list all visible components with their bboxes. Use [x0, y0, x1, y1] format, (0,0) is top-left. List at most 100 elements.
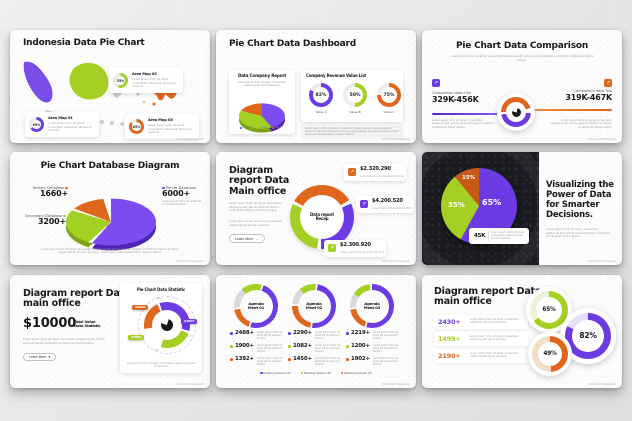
slide-footer: Pie Chart Diagram	[382, 258, 410, 263]
primer-database-stat: Primer Database 6000+ Lorem ipsum dolor …	[162, 186, 206, 207]
ring-percent: 35%	[154, 349, 160, 352]
stat-value: 2190+	[438, 351, 461, 360]
stat-value: 3200+	[38, 217, 66, 226]
stat-value: 1660+	[40, 189, 68, 198]
slide-footer: Pie Chart Diagram	[588, 136, 616, 141]
slide-title: Diagram report Data main office	[23, 288, 131, 310]
area-map-03-donut: 85%	[129, 119, 144, 134]
slide-agenda-meet[interactable]: Agenda Meet 01 Agenda Meet 02 Agenda Mee…	[216, 275, 416, 388]
slide-visualizing-power-of-data[interactable]: 65% 35% 15% 45K Lorem ipsum dolor sit am…	[422, 152, 622, 265]
stat-label: Secondary Database	[12, 214, 66, 218]
ring-percent: 40%	[186, 335, 192, 338]
placeholder-text: Lorem ipsum dolor sit amet, consectetur …	[470, 351, 519, 358]
area-map-03-callout: 85% Area Map 03 Lorem ipsum dolor sit am…	[125, 114, 199, 139]
value-tag-orange: $2000	[132, 305, 149, 310]
comparison-left-label: Comparison data One	[432, 91, 472, 95]
slide-diagram-report-main-office[interactable]: Diagram report Data Main office Lorem ip…	[216, 152, 416, 265]
map-kalimantan	[69, 62, 109, 100]
total-value: $10000	[23, 316, 77, 331]
placeholder-text: Lorem ipsum dolor sit amet, consectetur …	[305, 127, 399, 137]
area-map-01-donut: 65%	[29, 117, 44, 132]
donut-value: 65%	[32, 122, 41, 127]
placeholder-text: Lorem ipsum dolor sit amet, consectetur …	[546, 228, 611, 238]
donut-value: 49%	[543, 350, 557, 357]
placeholder-text: Lorem ipsum dolor sit amet, consectetur …	[550, 119, 612, 129]
agenda-donut-01: Agenda Meet 01	[234, 284, 278, 328]
donut-value: 82%	[579, 330, 597, 340]
arrow-up-right-icon: ↗	[432, 79, 440, 87]
arrow-up-right-icon: ↗	[604, 79, 612, 87]
area-map-01-callout: 65% Area Map 01 Lorem ipsum dolor sit am…	[25, 112, 99, 137]
slide-title: Pie Chart Data Comparison	[455, 41, 589, 51]
donut-label: Value A	[315, 110, 327, 114]
slide-pie-chart-database-diagram[interactable]: Pie Chart Database Diagram Tertiary Data…	[10, 152, 210, 265]
placeholder-text: Lorem ipsum dolor sit amet, consectetur …	[41, 248, 179, 255]
slide-diagram-report-donut-trio[interactable]: Diagram report Data main office 2430+ Lo…	[422, 275, 622, 388]
donut-label: Value B	[349, 110, 361, 114]
comparison-center-ring	[497, 93, 535, 131]
stat-row: 2430+ Lorem ipsum dolor sit amet, consec…	[434, 315, 528, 329]
stat-value: $2.320.290	[360, 166, 391, 172]
statistic-donut	[144, 302, 190, 348]
divider	[488, 231, 489, 241]
pie-label-purple: 65%	[482, 198, 502, 207]
agenda-donut-02: Agenda Meet 02	[292, 284, 336, 328]
slide-diagram-report-statistic[interactable]: Diagram report Data main office $10000 T…	[10, 275, 210, 388]
donut-center-label: Agenda Meet 03	[363, 300, 381, 310]
donut-center-label: Agenda Meet 01	[247, 300, 265, 310]
comparison-left-value: 329K-456K	[432, 95, 479, 104]
stat-value: 6000+	[162, 189, 190, 198]
meeting-session-legend: Meeting Session 01 Meeting Session 02 Me…	[216, 371, 416, 375]
pie-label-green: 35%	[448, 201, 465, 209]
callout-value: 45K	[474, 233, 486, 239]
arrow-up-right-icon: ↗	[348, 168, 356, 176]
placeholder-text: Lorem ipsum dolor sit amet, consectetur …	[229, 220, 282, 227]
value-b-donut: 50%	[343, 83, 367, 107]
slide-pie-chart-data-comparison[interactable]: Pie Chart Data Comparison Lorem ipsum do…	[422, 30, 622, 143]
area-map-02-callout: 55% Area Map 02 Lorem ipsum dolor sit am…	[109, 68, 183, 93]
pie-legend: Value A Value B Value C	[229, 126, 295, 129]
callout-label: Area Map 03	[148, 117, 173, 122]
placeholder-text: Lorem ipsum dolor sit amet, consectetur …	[470, 334, 519, 341]
donut-value: 85%	[132, 124, 141, 129]
placeholder-text: Lorem ipsum dolor sit amet elit do eiusm…	[360, 174, 404, 178]
pie-chart-icon	[511, 107, 521, 117]
placeholder-text: Lorem ipsum dolor sit amet, consectetur …	[148, 124, 192, 134]
slide-footer: Pie Chart Diagram	[176, 381, 204, 386]
map-sumatra	[23, 61, 53, 103]
donut-center-label: Data report Recap	[309, 211, 334, 221]
ring-percent: 25%	[156, 297, 162, 300]
stat-value: $4.200.520	[372, 198, 403, 204]
donut-label: Value C	[383, 110, 395, 114]
agenda-stats-col-1: 2488+ Lorem ipsum dolor sit amet elit do …	[230, 330, 282, 369]
card-title: Company Revenue Value List	[306, 73, 367, 78]
arrow-up-right-icon: ↗	[360, 200, 368, 208]
stat-value: 2430+	[438, 317, 461, 326]
stat-card: ↗ $2.300.920 Lorem ipsum dolor sit amet …	[324, 240, 386, 257]
purple-connector-line	[432, 113, 500, 116]
pie-chart-statistic-card: Pie Chart Data Statistic 25% 40% 35% $20…	[120, 283, 202, 373]
arrow-up-right-icon: ↗	[328, 244, 336, 252]
green-donut-wrap: 65%	[526, 287, 572, 333]
stat-label: Primer Database	[162, 186, 206, 190]
donut-center-label: Agenda Meet 02	[305, 300, 323, 310]
orange-donut-wrap: 49%	[528, 332, 572, 376]
stat-card: ↗ $2.320.290 Lorem ipsum dolor sit amet …	[344, 164, 406, 181]
slide-title: Indonesia Data Pie Chart	[23, 38, 145, 48]
card-title: Pie Chart Data Statistic	[136, 287, 186, 292]
placeholder-text: Lorem ipsum dolor sit amet, consectetur …	[237, 81, 287, 88]
chevron-down-icon: ▾	[48, 355, 51, 359]
learn-more-button[interactable]: Learn More ▾	[23, 353, 56, 361]
slide-pie-chart-data-dashboard[interactable]: Pie Chart Data Dashboard Data Company Re…	[216, 30, 416, 143]
slide-title: Diagram report Data main office	[434, 286, 542, 308]
placeholder-text: Lorem ipsum dolor sit amet, consectetur …	[470, 317, 519, 324]
area-map-02-donut: 55%	[113, 73, 128, 88]
learn-more-button[interactable]: Learn More →	[229, 234, 265, 243]
slide-indonesia-data-pie-chart[interactable]: Indonesia Data Pie Chart 55% Area Map 02…	[10, 30, 210, 143]
placeholder-text: Lorem ipsum dolor sit amet, consectetur …	[229, 202, 282, 212]
stat-value: 1499+	[438, 334, 461, 343]
slide-footer: Pie Chart Diagram	[588, 381, 616, 386]
value-a-donut: 82%	[309, 83, 333, 107]
total-value-label: Total Value Data Statistic	[74, 319, 101, 329]
arrow-right-icon: →	[255, 236, 259, 241]
